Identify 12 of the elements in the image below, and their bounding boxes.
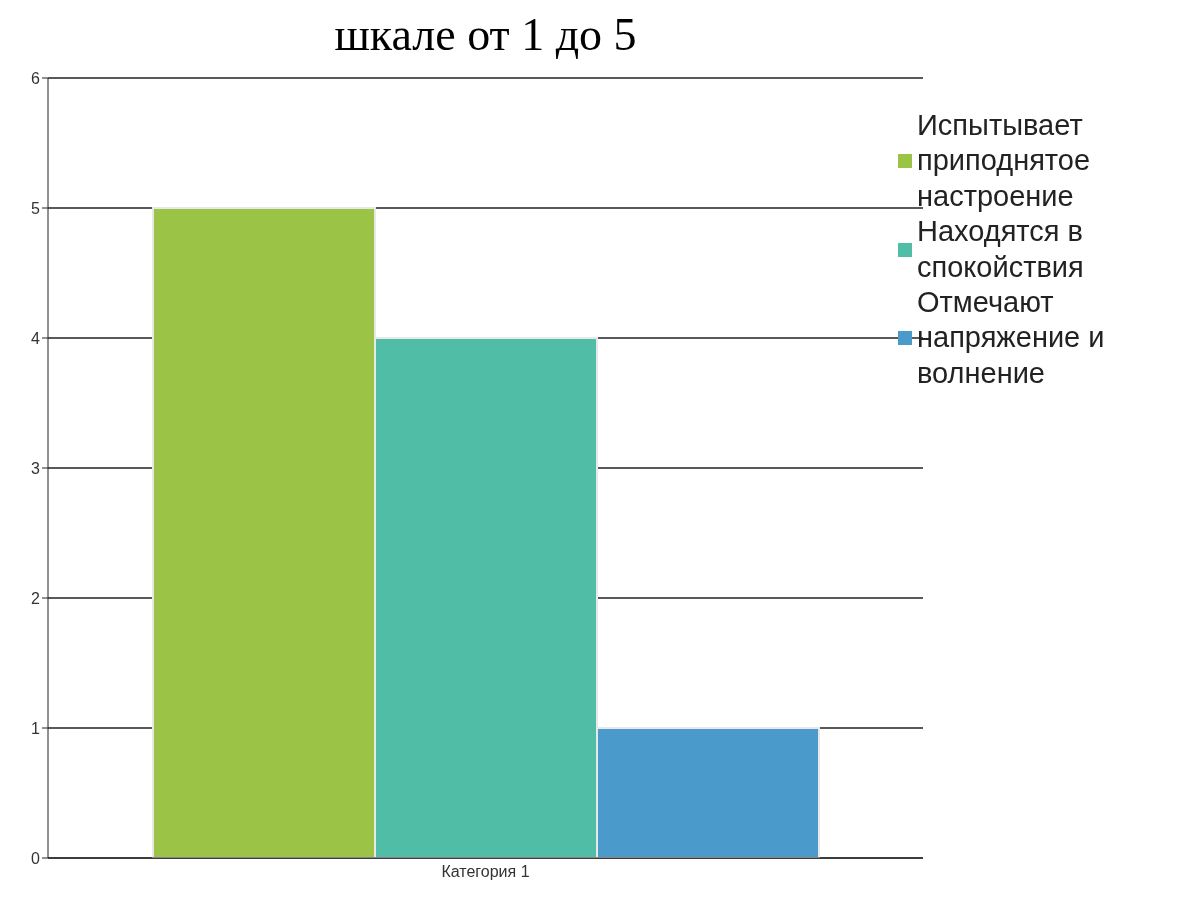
legend-label: Отмечают напряжение и волнение [917, 284, 1106, 391]
y-tick-label: 1 [31, 719, 41, 737]
y-tick-label: 5 [31, 199, 41, 217]
y-tick-label: 6 [31, 69, 41, 87]
y-tick-label: 2 [31, 589, 41, 607]
chart-title: шкале от 1 до 5 [333, 8, 638, 61]
y-tick-label: 4 [31, 329, 41, 347]
x-tick-label: Категория 1 [441, 863, 530, 881]
legend-label: Испытывает приподнятое настроение [917, 108, 1092, 214]
legend-label: Находятся в спокойствия [917, 214, 1085, 285]
y-tick-label: 3 [31, 459, 41, 477]
y-tick-label: 0 [31, 849, 41, 867]
